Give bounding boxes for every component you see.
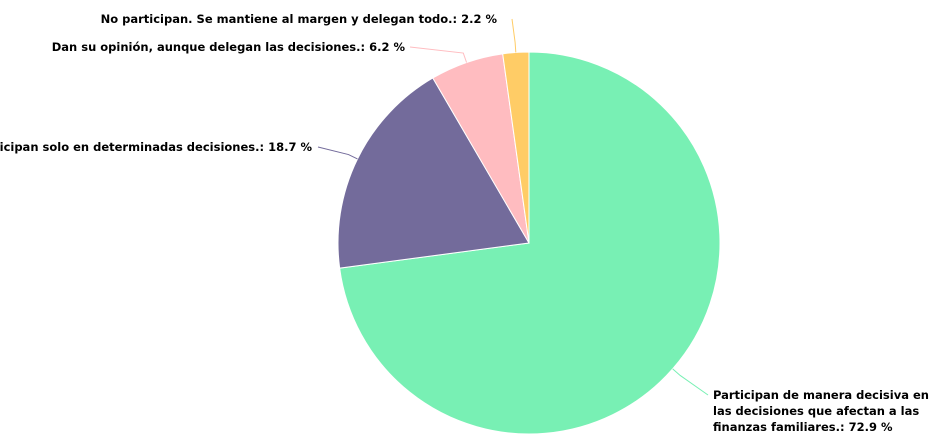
data-label: No participan. Se mantiene al margen y d…: [101, 11, 497, 27]
connector: [511, 18, 517, 53]
connector: [672, 368, 709, 396]
pie-slice: [502, 51, 530, 244]
data-label: Participan solo en determinadas decision…: [0, 139, 312, 155]
label-category: No participan. Se mantiene al margen y d…: [100, 12, 458, 26]
connector: [317, 146, 358, 160]
label-category: Participan de manera decisiva en las dec…: [713, 388, 929, 434]
label-value: 18.7 %: [268, 140, 312, 154]
label-category: Dan su opinión, aunque delegan las decis…: [51, 40, 366, 54]
label-value: 72.9 %: [848, 420, 893, 434]
label-value: 2.2 %: [461, 12, 497, 26]
pie-slice: [339, 51, 721, 435]
data-label: Dan su opinión, aunque delegan las decis…: [52, 39, 405, 55]
label-value: 6.2 %: [369, 40, 405, 54]
connector: [409, 46, 468, 63]
data-label: Participan de manera decisiva en las dec…: [713, 387, 937, 435]
label-category: Participan solo en determinadas decision…: [0, 140, 265, 154]
